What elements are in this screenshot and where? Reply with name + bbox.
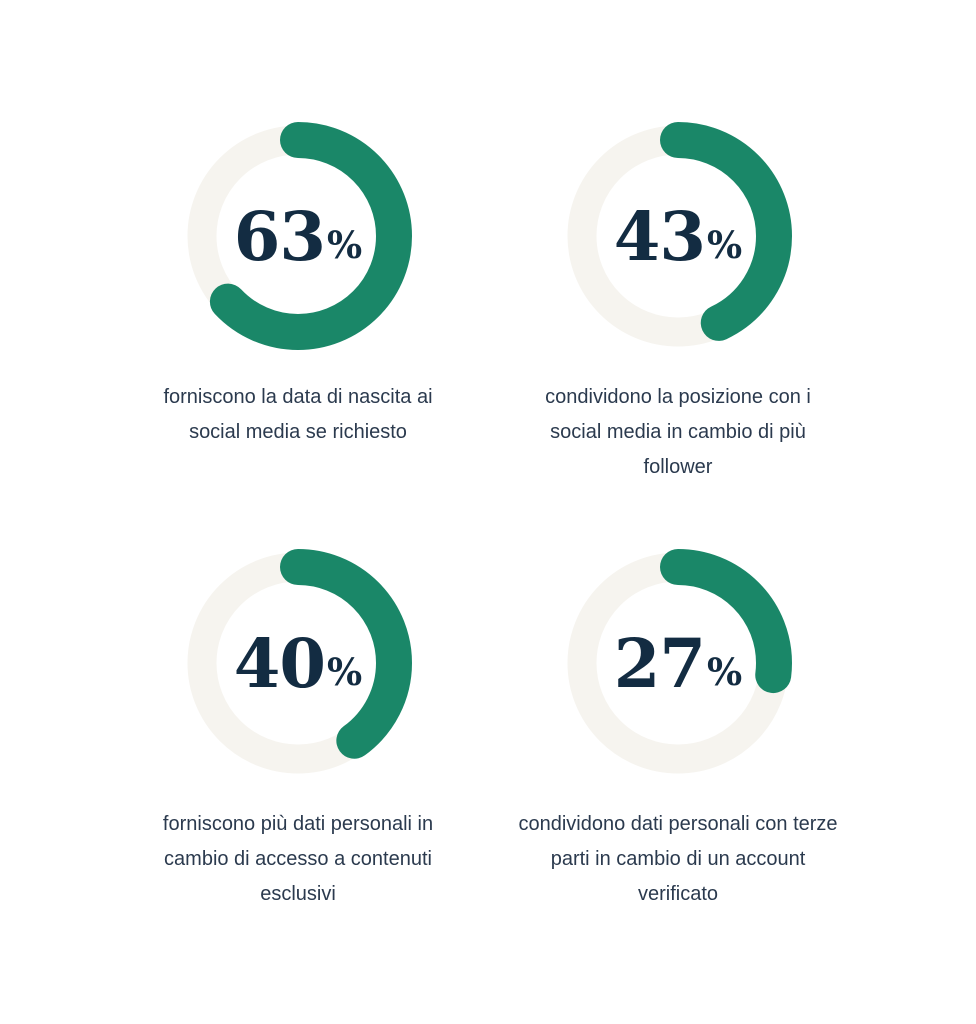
percent-sign: % [707,222,743,267]
donut-progress-arc [564,549,792,777]
donut-value-number: 40 [233,623,326,703]
donut-stats-grid: 63% forniscono la data di nascita ai soc… [108,122,868,912]
donut-value-number: 43 [613,196,706,276]
donut-progress-arc [184,549,412,777]
donut-caption: forniscono la data di nascita ai social … [163,386,433,443]
percent-sign: % [707,649,743,694]
donut-value: 27% [564,549,792,777]
donut-caption: condividono dati personali con terze par… [518,813,838,905]
donut-value-number: 27 [613,623,706,703]
donut-ring-svg [184,549,412,777]
donut-chart: 43% [564,122,792,350]
donut-caption: condividono la posizione con i social me… [545,386,811,478]
donut-value: 43% [564,122,792,350]
donut-chart: 63% [184,122,412,350]
donut-value-number: 63 [233,196,326,276]
percent-sign: % [327,649,363,694]
percent-sign: % [327,222,363,267]
donut-ring-svg [564,549,792,777]
stat-birthdate: 63% forniscono la data di nascita ai soc… [108,122,488,450]
stat-verified-account: 27% condividono dati personali con terze… [488,549,868,912]
donut-value: 40% [184,549,412,777]
donut-value: 63% [184,122,412,350]
stat-exclusive-content: 40% forniscono più dati personali in cam… [108,549,488,912]
stat-location-sharing: 43% condividono la posizione con i socia… [488,122,868,485]
donut-caption: forniscono più dati personali in cambio … [162,813,434,905]
donut-chart: 27% [564,549,792,777]
donut-ring-svg [564,122,792,350]
donut-ring-svg [184,122,412,350]
donut-progress-arc [184,122,412,350]
donut-progress-arc [564,122,792,350]
donut-chart: 40% [184,549,412,777]
